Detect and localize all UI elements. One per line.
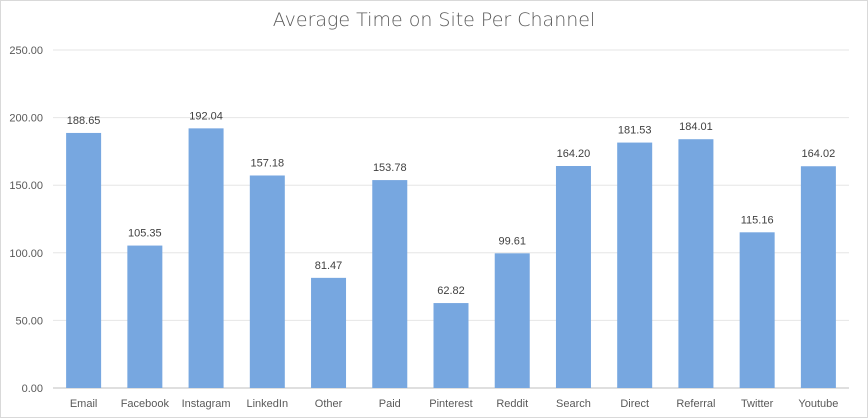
- data-label: 81.47: [315, 260, 343, 272]
- data-label: 192.04: [189, 110, 223, 122]
- bar-email: [66, 132, 102, 388]
- bar-other: [311, 277, 347, 388]
- x-tick-label: Direct: [620, 398, 649, 410]
- x-tick-label: Facebook: [121, 398, 170, 410]
- bar-search: [555, 166, 591, 388]
- bar-reddit: [494, 253, 530, 388]
- x-tick-label: Pinterest: [429, 398, 472, 410]
- data-label: 181.53: [618, 125, 652, 137]
- data-label: 62.82: [437, 285, 465, 297]
- data-label: 115.16: [741, 214, 774, 226]
- bar-referral: [678, 139, 714, 388]
- bar-paid: [372, 180, 408, 388]
- y-tick-label: 200.00: [9, 113, 43, 125]
- bar-instagram: [188, 128, 224, 388]
- data-label: 184.01: [679, 121, 713, 133]
- chart-title: Average Time on Site Per Channel: [272, 9, 596, 31]
- x-tick-label: Email: [70, 398, 98, 410]
- y-tick-label: 150.00: [9, 180, 43, 192]
- bar-pinterest: [433, 303, 469, 388]
- y-tick-label: 250.00: [9, 45, 43, 57]
- data-label: 99.61: [498, 235, 526, 247]
- data-label: 105.35: [128, 228, 162, 240]
- data-label: 153.78: [373, 162, 407, 174]
- data-label: 164.02: [802, 148, 836, 160]
- x-tick-label: Youtube: [798, 398, 838, 410]
- y-tick-label: 50.00: [15, 315, 43, 327]
- data-label: 157.18: [250, 157, 284, 169]
- data-label: 188.65: [67, 115, 101, 127]
- y-tick-label: 100.00: [9, 248, 43, 260]
- bar-youtube: [800, 166, 836, 388]
- x-tick-label: LinkedIn: [247, 398, 289, 410]
- bar-direct: [617, 142, 653, 388]
- y-tick-label: 0.00: [22, 383, 43, 395]
- bar-twitter: [739, 232, 775, 388]
- bar-linkedin: [249, 175, 285, 388]
- x-tick-label: Other: [315, 398, 343, 410]
- x-tick-label: Instagram: [182, 398, 231, 410]
- x-tick-label: Referral: [676, 398, 715, 410]
- data-label: 164.20: [557, 148, 591, 160]
- x-tick-label: Reddit: [496, 398, 528, 410]
- bar-facebook: [127, 245, 163, 388]
- x-tick-label: Search: [556, 398, 591, 410]
- x-tick-label: Paid: [379, 398, 401, 410]
- x-tick-label: Twitter: [741, 398, 774, 410]
